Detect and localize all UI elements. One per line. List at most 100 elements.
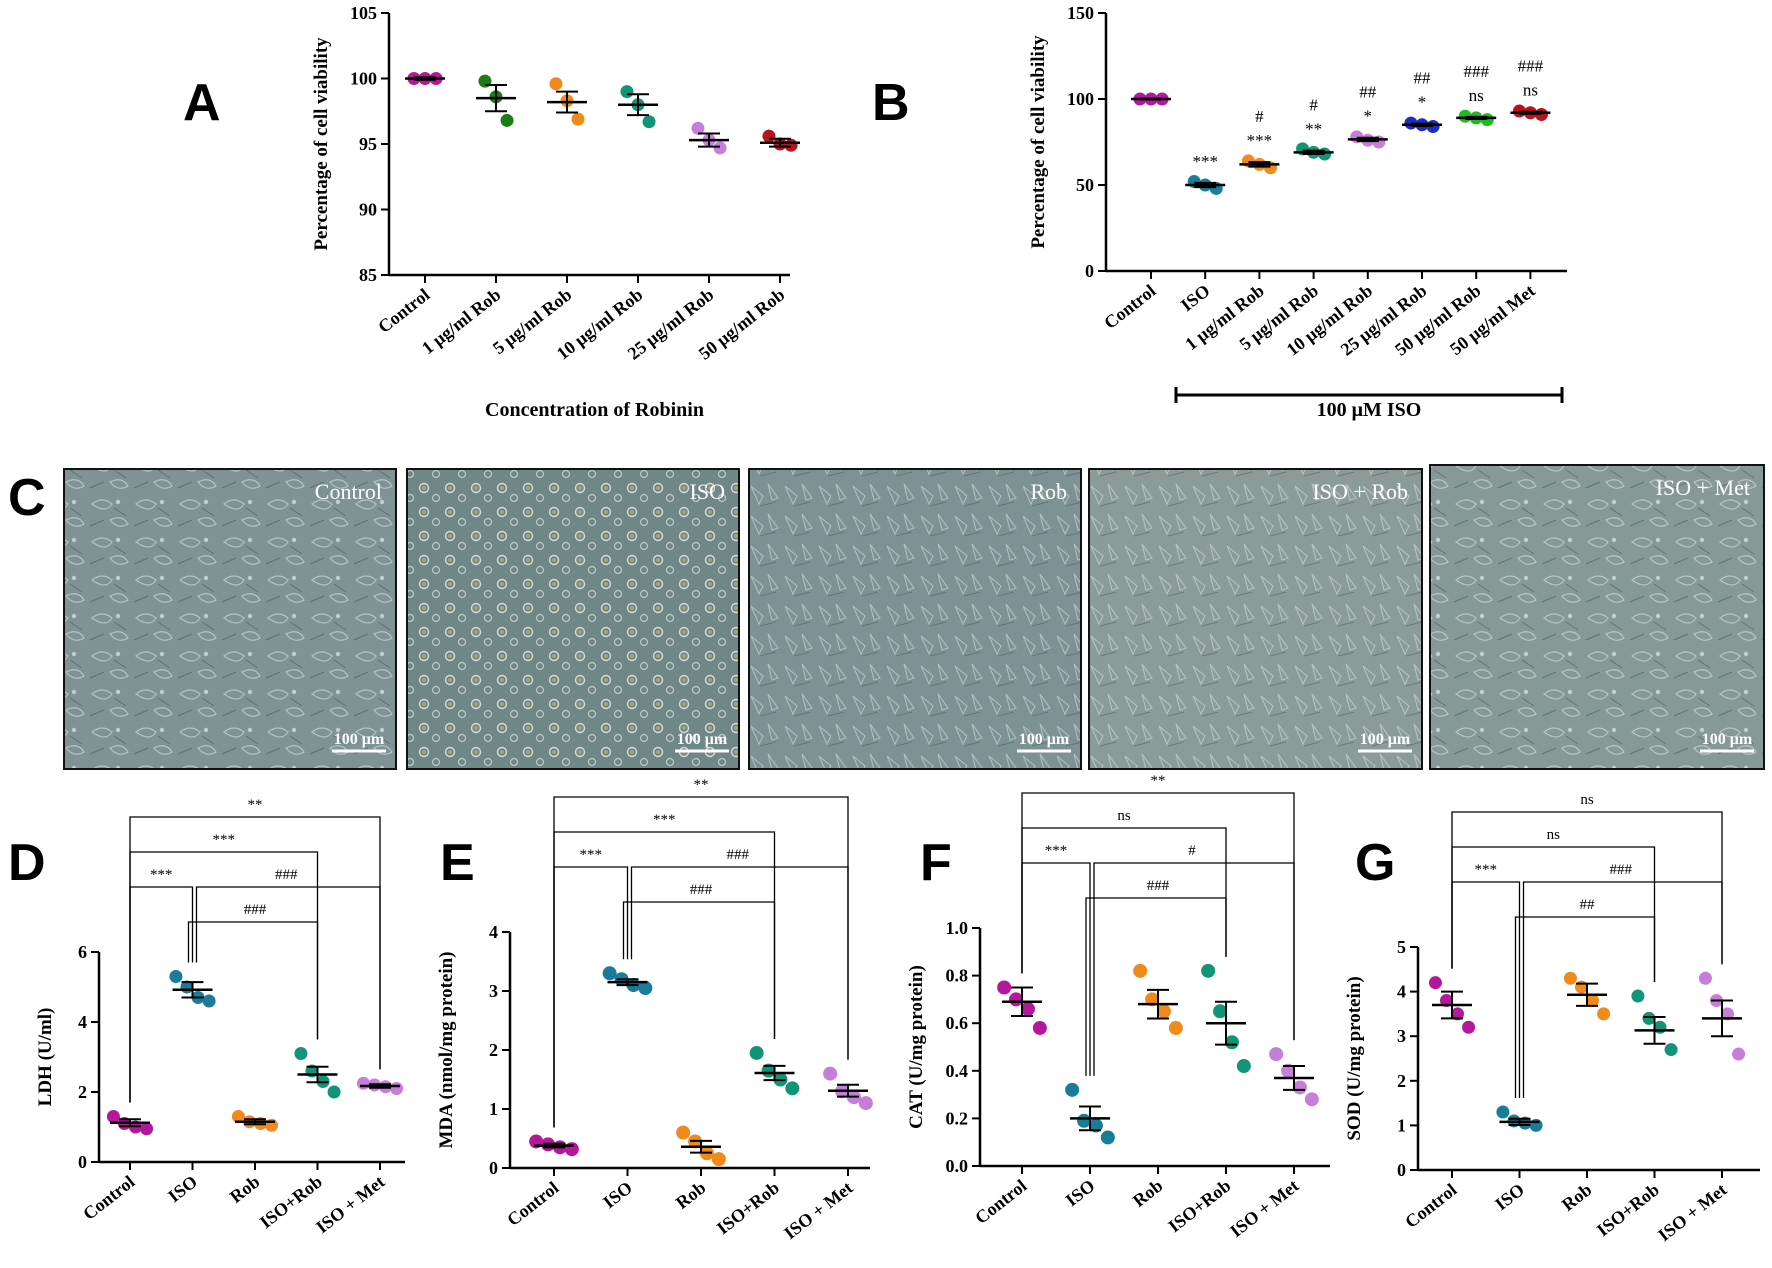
comparison-label: **: [1151, 773, 1166, 789]
x-tick-label: ISO + Met: [1654, 1179, 1730, 1245]
y-tick-label: 0: [1085, 261, 1094, 281]
y-axis-label: MDA (nmol/mg protein): [436, 951, 457, 1148]
comparison-label: ##: [1580, 897, 1596, 913]
data-point: [1496, 1105, 1510, 1119]
x-tick-label: ISO+Rob: [713, 1177, 783, 1238]
data-point: [762, 129, 776, 143]
y-tick-label: 100: [350, 69, 377, 89]
data-point: [1462, 1020, 1476, 1034]
x-tick-label: ISO + Met: [1226, 1175, 1302, 1241]
comparison-label: ###: [1147, 878, 1170, 894]
panel-letter-b: B: [872, 74, 910, 132]
data-point: [642, 115, 656, 129]
data-point: [1698, 971, 1712, 985]
x-tick-label: Rob: [1558, 1179, 1596, 1214]
sig-marker: ns: [1523, 81, 1538, 100]
data-point: [571, 112, 585, 126]
data-point: [1586, 994, 1600, 1008]
comparison-label: ###: [244, 902, 267, 918]
x-tick-label: ISO+Rob: [1164, 1175, 1234, 1236]
micrograph-frame: [63, 468, 397, 770]
y-tick-label: 2: [1397, 1071, 1406, 1091]
sig-marker: *: [1418, 93, 1427, 112]
y-tick-label: 1.0: [946, 918, 969, 938]
comparison-bracket: [1085, 897, 1227, 1076]
data-point: [549, 77, 563, 91]
panel-letter-d: D: [8, 834, 46, 892]
data-point: [691, 121, 705, 135]
sig-marker: ns: [1469, 86, 1484, 105]
comparison-label: ns: [1117, 808, 1131, 824]
data-point: [1224, 1035, 1239, 1050]
comparison-bracket: [1451, 811, 1723, 969]
scale-bar-label: 100 μm: [334, 731, 385, 748]
data-point: [1304, 1092, 1319, 1107]
data-point: [1168, 1020, 1183, 1035]
y-axis-label: Percentage of cell viability: [1028, 35, 1049, 249]
sig-marker: *: [1364, 107, 1373, 126]
sig-marker: ##: [1359, 83, 1377, 102]
panel-letter-f: F: [920, 834, 952, 892]
micrograph-label: Control: [315, 479, 382, 504]
comparison-label: **: [694, 777, 709, 793]
comparison-bracket: [1093, 862, 1295, 1076]
cell-texture: [1089, 469, 1422, 769]
data-point: [1732, 1047, 1746, 1061]
data-point: [1236, 1059, 1251, 1074]
x-tick-label: Control: [1401, 1179, 1460, 1231]
data-point: [1642, 1011, 1656, 1025]
data-point: [1631, 989, 1645, 1003]
data-point: [713, 141, 727, 155]
data-point: [997, 980, 1012, 995]
x-tick-label: ISO: [1491, 1179, 1528, 1214]
micrograph-label: Rob: [1030, 479, 1067, 504]
y-tick-label: 2: [489, 1040, 498, 1060]
sig-marker: ***: [1192, 152, 1218, 171]
data-point: [1133, 963, 1148, 978]
y-axis-label: Percentage of cell viability: [311, 37, 332, 251]
y-tick-label: 0.4: [946, 1061, 969, 1081]
y-tick-label: 100: [1067, 89, 1094, 109]
x-axis-label: Concentration of Robinin: [485, 399, 704, 421]
comparison-bracket: [630, 866, 849, 1060]
data-point: [823, 1066, 838, 1081]
data-point: [784, 138, 798, 152]
data-point: [169, 970, 183, 983]
data-point: [638, 981, 653, 996]
y-tick-label: 2: [78, 1082, 87, 1102]
sig-marker: ***: [1247, 131, 1273, 150]
y-tick-label: 3: [489, 981, 498, 1001]
comparison-label: ns: [1580, 792, 1594, 808]
comparison-label: ***: [213, 832, 236, 848]
comparison-label: ***: [1475, 862, 1498, 878]
sig-marker: ###: [1518, 57, 1544, 76]
data-point: [1065, 1082, 1080, 1097]
y-tick-label: 4: [78, 1012, 87, 1032]
y-tick-label: 4: [1397, 982, 1406, 1002]
y-axis-label: SOD (U/mg protein): [1344, 976, 1365, 1140]
cell-texture: [749, 469, 1081, 769]
data-point: [1563, 971, 1577, 985]
data-point: [1156, 1004, 1171, 1019]
micrograph-4: ISO + Rob 100 μm: [1088, 468, 1423, 770]
panel-letter-c: C: [8, 469, 46, 527]
panel-letter-g: G: [1355, 834, 1395, 892]
data-point: [1518, 1116, 1532, 1130]
comparison-bracket: [129, 816, 381, 1103]
comparison-bracket: [1522, 881, 1723, 1099]
panel-letter-a: A: [183, 74, 221, 132]
comparison-bracket: [1021, 862, 1091, 1076]
comparison-label: ns: [1547, 827, 1561, 843]
data-point: [1145, 992, 1160, 1007]
comparison-label: ###: [727, 847, 750, 863]
comparison-label: ***: [1045, 843, 1068, 859]
y-axis-label: LDH (U/ml): [35, 1008, 56, 1107]
x-tick-label: Rob: [672, 1177, 710, 1212]
data-point: [1009, 992, 1024, 1007]
data-point: [327, 1085, 341, 1099]
comparison-bracket: [129, 886, 194, 1103]
data-point: [1020, 1001, 1035, 1016]
y-tick-label: 95: [359, 134, 377, 154]
